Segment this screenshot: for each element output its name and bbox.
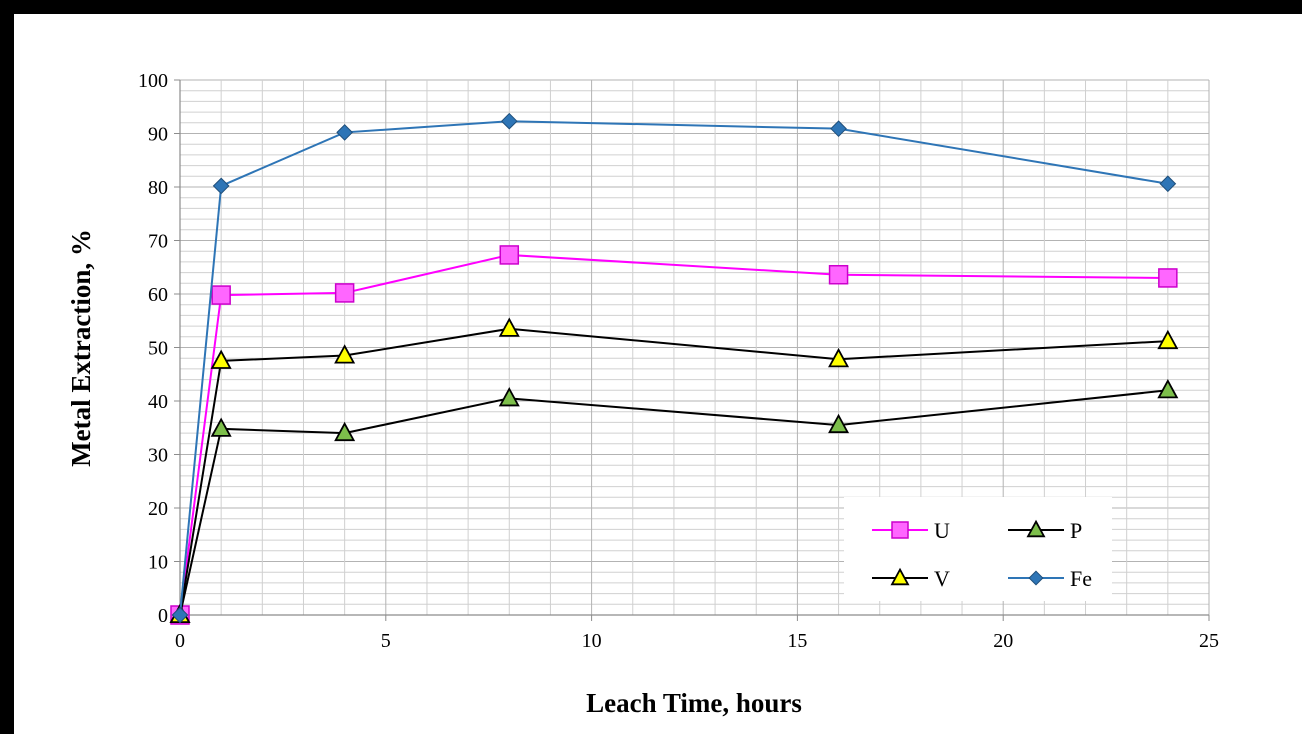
data-point-p [828,413,850,434]
legend-item-p: P [1008,518,1082,543]
legend-label: Fe [1070,566,1092,591]
x-tick-label: 5 [381,630,391,652]
legend: U P V Fe [844,497,1112,601]
x-tick-label: 0 [175,630,185,652]
legend-swatch-marker [891,521,909,539]
tick-labels: 0 10 20 30 40 50 60 70 80 90 100 0 5 10 15 20 25 [138,70,1219,652]
x-tick-label: 10 [582,630,602,652]
data-point-u [499,245,520,265]
data-point-fe [336,124,353,141]
legend-label: P [1070,518,1082,543]
y-tick-label: 80 [148,177,168,199]
y-tick-label: 10 [148,552,168,574]
data-point-fe [171,606,189,624]
y-tick-label: 40 [148,391,168,413]
x-tick-label: 15 [787,630,807,652]
data-point-p [1157,378,1179,399]
series-v [169,317,1179,623]
y-tick-label: 50 [148,338,168,360]
data-point-u [211,285,231,305]
series-line-v [179,327,1168,616]
legend-swatch-marker [1026,519,1046,538]
data-point-v [828,347,850,368]
x-tick-label: 25 [1199,630,1219,652]
data-point-v [498,317,520,337]
legend-label: V [934,566,950,591]
y-tick-label: 90 [148,124,168,146]
data-point-p [334,421,356,442]
series-line-fe [179,120,1169,616]
series-lines [169,112,1179,625]
y-tick-label: 0 [158,605,168,627]
data-point-p [210,417,232,437]
data-point-u [828,264,849,285]
data-point-fe [830,120,847,138]
legend-item-v: V [872,566,950,591]
legend-swatch-marker [890,567,910,586]
legend-box [844,497,1112,601]
legend-item-fe: Fe [1008,566,1092,591]
y-tick-label: 70 [148,231,168,253]
data-point-fe [500,112,518,130]
legend-swatch-marker [1028,570,1044,586]
legend-item-u: U [872,518,950,543]
series-line-u [179,253,1168,616]
data-point-v [1157,329,1179,350]
data-point-fe [212,177,230,195]
chart: 0 10 20 30 40 50 60 70 80 90 100 0 5 10 15 20 25 Leach T… [66,70,1219,718]
data-point-v [334,344,356,364]
y-tick-label: 30 [148,445,168,467]
y-tick-label: 60 [148,284,168,306]
legend-label: U [934,518,950,543]
data-point-u [1158,268,1178,288]
series-u [170,245,1178,625]
x-axis-title: Leach Time, hours [586,688,802,718]
series-fe [171,112,1177,624]
y-tick-label: 20 [148,498,168,520]
data-point-p [498,386,520,407]
y-axis-title: Metal Extraction, % [66,229,96,467]
data-point-v [210,349,232,369]
series-line-p [179,389,1168,616]
y-tick-label: 100 [138,70,168,92]
x-tick-label: 20 [993,630,1013,652]
data-point-u [334,283,355,303]
data-point-fe [1159,175,1177,193]
chart-frame: 0 10 20 30 40 50 60 70 80 90 100 0 5 10 15 20 25 Leach T… [14,14,1302,734]
